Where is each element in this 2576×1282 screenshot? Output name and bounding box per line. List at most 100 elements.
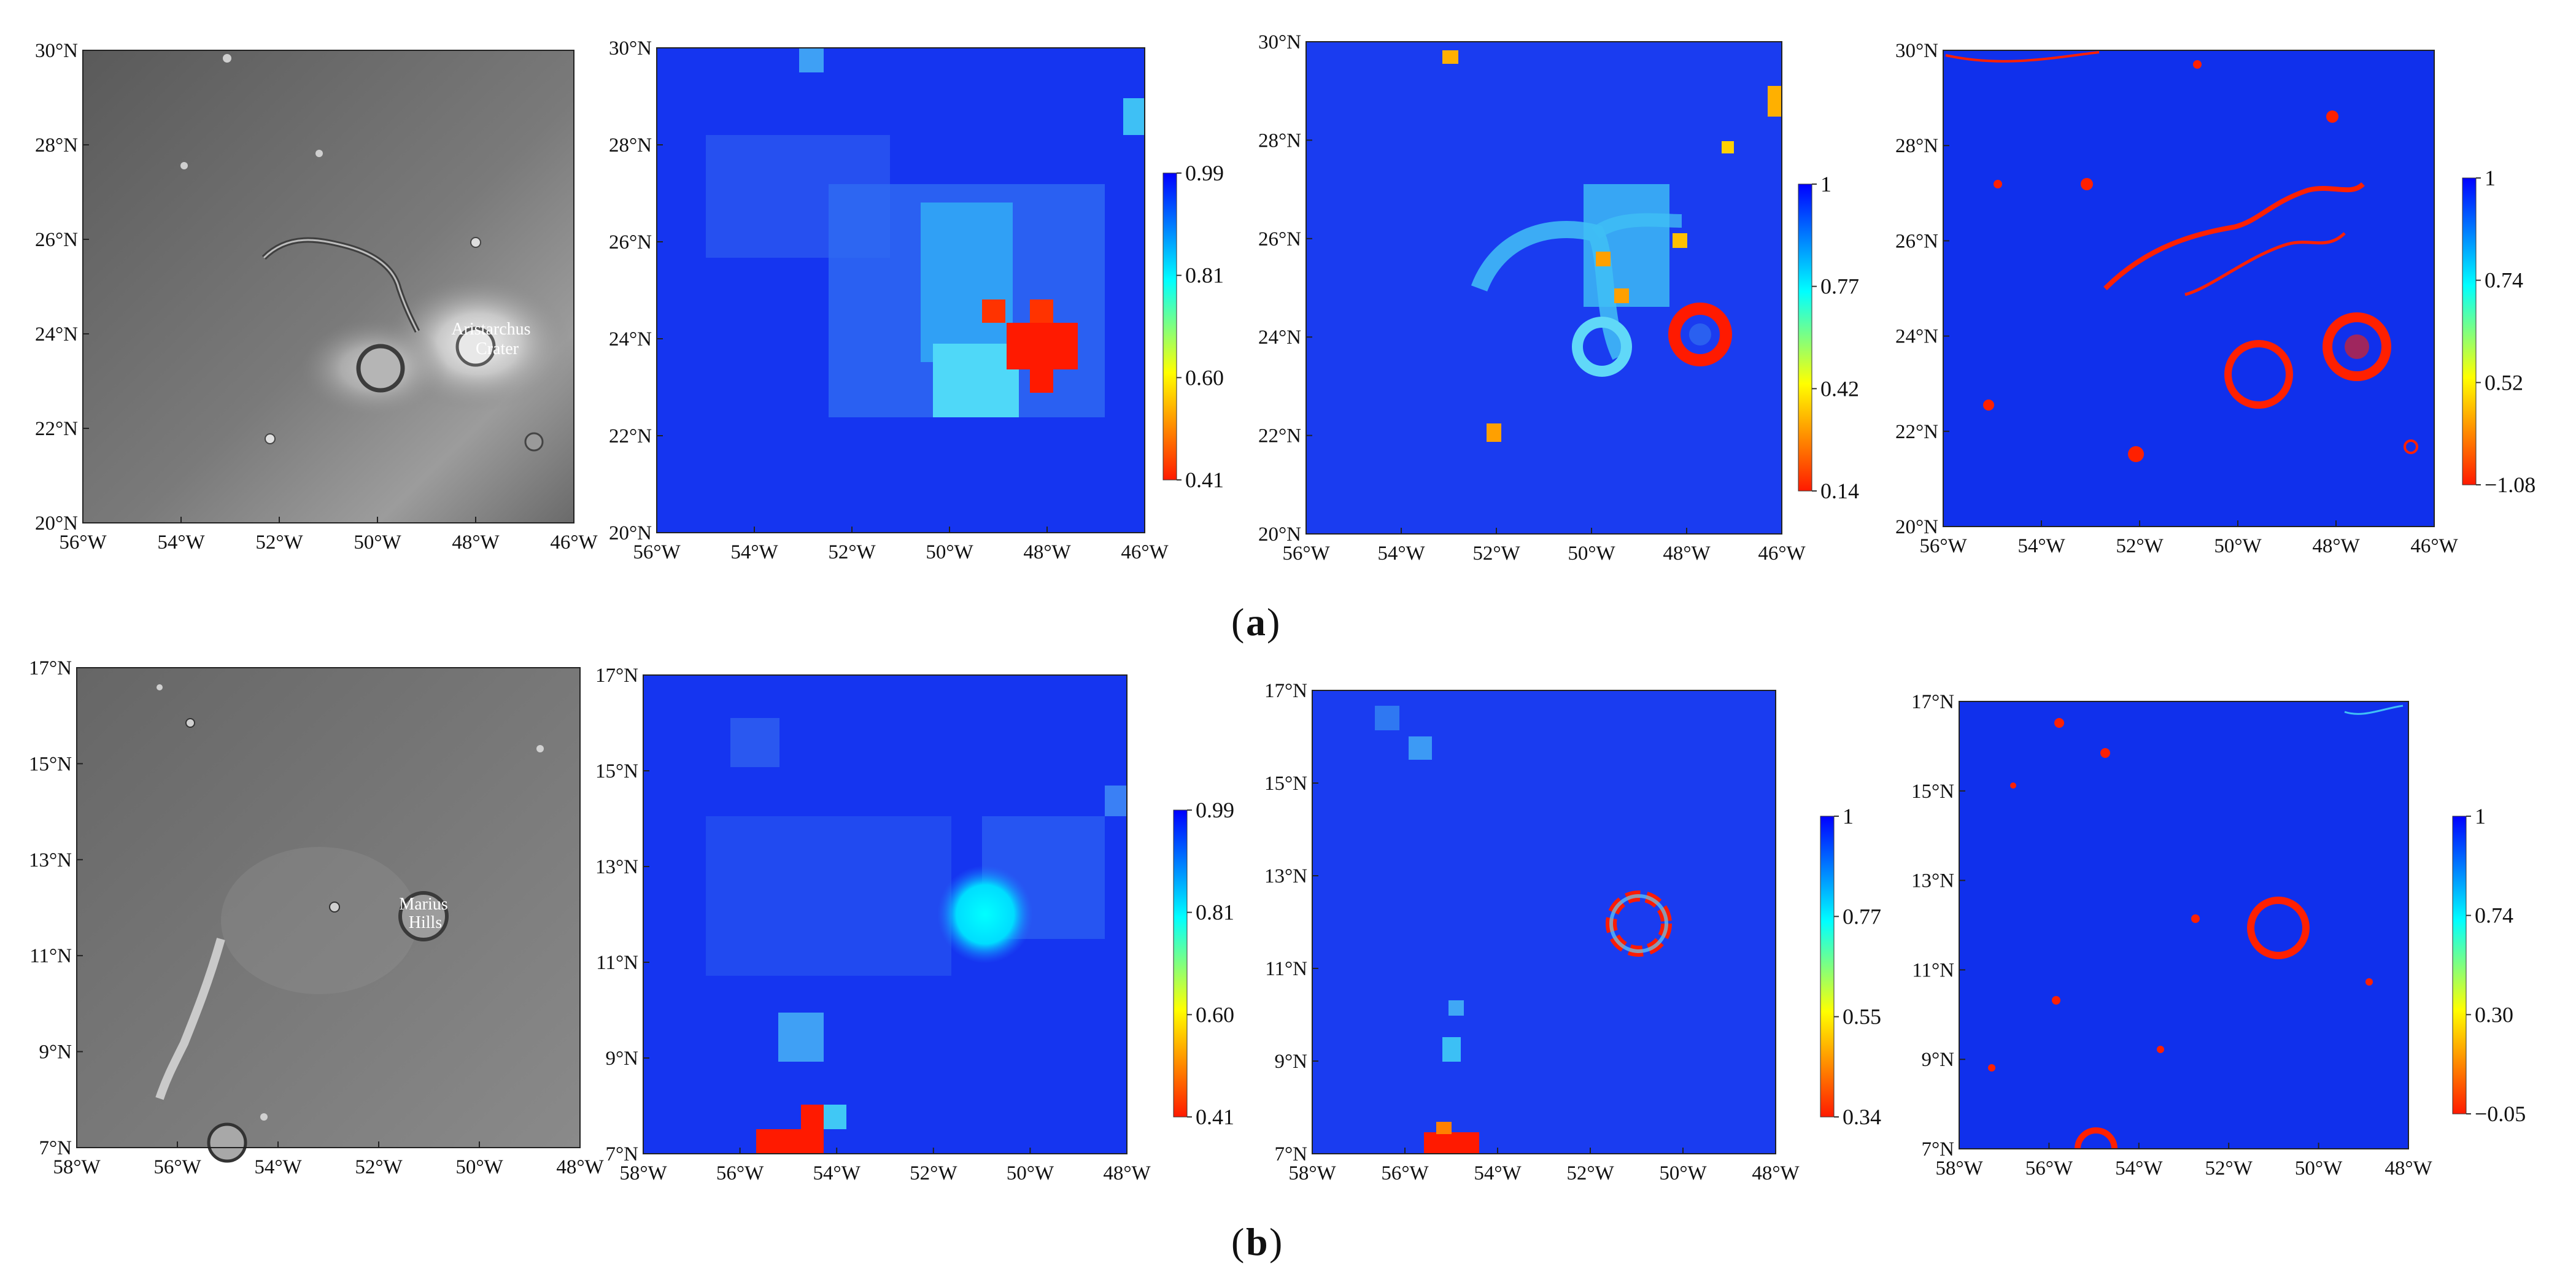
y-tick-label: 11°N <box>1912 959 1954 981</box>
x-tick-label: 50°W <box>354 531 401 554</box>
y-tick-label: 20°N <box>1895 516 1938 538</box>
x-tick-label: 52°W <box>2116 535 2164 557</box>
y-tick-labels: 7°N 9°N 11°N 13°N 15°N 17°N <box>1911 691 1965 1160</box>
map-background <box>1959 701 2408 1149</box>
x-tick-label: 50°W <box>1659 1162 1707 1184</box>
crater-bottom <box>207 1122 247 1163</box>
x-tick-label: 54°W <box>157 531 205 554</box>
red-crater-7 <box>2365 978 2373 986</box>
x-tick-label: 56°W <box>153 1156 201 1178</box>
colorbar-label: 0.30 <box>2475 1002 2513 1027</box>
y-tick-label: 30°N <box>1258 31 1301 53</box>
colorbar-gradient <box>1173 809 1188 1118</box>
x-tick-label: 56°W <box>1919 535 1967 557</box>
x-tick-label: 58°W <box>619 1162 667 1184</box>
cyan-trace <box>2344 705 2404 715</box>
cyan-zone <box>1584 184 1669 307</box>
map-cell-top <box>799 48 824 72</box>
x-tick-label: 48°W <box>452 531 500 554</box>
red-crater-2 <box>1983 400 1994 411</box>
panel-b2-coarse-map: 58°W 56°W 54°W 52°W 50°W 48°W 7°N 9°N 11°N 13°N 1… <box>595 665 1234 1184</box>
warm-cell-5 <box>1768 86 1782 117</box>
x-tick-label: 46°W <box>2410 535 2458 557</box>
colorbar-a2: 0.99 0.81 0.60 0.41 <box>1162 161 1224 492</box>
y-tick-label: 11°N <box>1265 958 1307 980</box>
y-tick-label: 13°N <box>1264 865 1307 887</box>
rille-trace-2 <box>2184 232 2346 296</box>
y-tick-label: 20°N <box>609 522 652 544</box>
x-tick-label: 56°W <box>59 531 107 554</box>
y-tick-label: 24°N <box>1895 326 1938 348</box>
panel-frame <box>1943 50 2435 527</box>
colorbar-gradient <box>1162 172 1177 481</box>
x-tick-label: 54°W <box>2115 1157 2163 1180</box>
colorbar-b4: 1 0.74 0.30 −0.05 <box>2452 804 2526 1126</box>
marius-ring <box>2247 897 2310 959</box>
y-tick-label: 28°N <box>1895 135 1938 157</box>
colorbar-label: 0.77 <box>1843 904 1881 929</box>
colorbar-label: 0.42 <box>1820 376 1859 401</box>
warm-cell-2 <box>1614 288 1629 303</box>
map-patch-2 <box>706 816 951 976</box>
map-patch-3 <box>921 203 1013 362</box>
warm-cell-bottom <box>1436 1122 1452 1134</box>
colorbar-label: 0.81 <box>1196 900 1234 925</box>
caption-close: ) <box>1269 1220 1282 1264</box>
panel-b3-medium-map: 58°W 56°W 54°W 52°W 50°W 48°W 7°N 9°N 11°N 13°N 1… <box>1264 680 1881 1184</box>
x-tick-label: 50°W <box>2295 1157 2343 1180</box>
caption-letter: a <box>1246 600 1266 644</box>
panel-frame <box>82 50 574 523</box>
ring-center <box>1689 323 1711 346</box>
x-tick-label: 52°W <box>828 541 876 563</box>
map-cell-2 <box>1409 736 1432 760</box>
x-tick-label: 48°W <box>2312 535 2360 557</box>
panel-a2-coarse-map: 56°W 54°W 52°W 50°W 48°W 46°W 20°N 22°N 24°N 26°… <box>609 37 1224 563</box>
rille-trace <box>2103 182 2365 290</box>
y-tick-label: 20°N <box>35 512 78 535</box>
colorbar-label: 1 <box>2485 166 2496 190</box>
colorbar-gradient <box>1798 183 1812 492</box>
x-tick-label: 56°W <box>2025 1157 2073 1180</box>
aristarchus-hot-ring <box>1668 303 1732 366</box>
cyan-cell-edge <box>824 1105 846 1129</box>
crater-small-5 <box>315 150 323 157</box>
marius-cyan-spot <box>937 865 1033 963</box>
y-tick-label: 7°N <box>605 1143 638 1165</box>
x-tick-labels: 58°W 56°W 54°W 52°W 50°W 48°W <box>1935 1143 2433 1180</box>
crater-herodotus <box>356 344 405 393</box>
x-tick-label: 52°W <box>910 1162 957 1184</box>
crater-small-2 <box>265 433 276 444</box>
x-tick-label: 46°W <box>1121 541 1169 563</box>
map-cell-right <box>1123 98 1145 135</box>
x-tick-labels: 56°W 54°W 52°W 50°W 48°W 46°W <box>1919 520 2459 557</box>
y-tick-label: 22°N <box>35 418 78 440</box>
y-tick-label: 26°N <box>609 231 652 253</box>
y-tick-label: 13°N <box>595 856 638 878</box>
y-tick-label: 7°N <box>1274 1143 1307 1165</box>
colorbar-label: 0.99 <box>1196 798 1234 822</box>
y-tick-labels: 20°N 22°N 24°N 26°N 28°N 30°N <box>35 40 89 535</box>
map-cell-1 <box>1375 706 1399 730</box>
x-tick-label: 48°W <box>1752 1162 1800 1184</box>
hot-cell-1 <box>982 299 1005 323</box>
colorbar-gradient <box>2452 816 2467 1114</box>
y-tick-labels: 20°N 22°N 24°N 26°N 28°N 30°N <box>1895 40 1949 538</box>
annotation-line-2: Crater <box>476 339 519 358</box>
crater-marius <box>398 891 449 941</box>
x-tick-label: 48°W <box>1023 541 1071 563</box>
x-tick-label: 58°W <box>53 1156 101 1178</box>
hot-cell-bottom <box>1424 1132 1479 1154</box>
colorbar-label: 1 <box>2475 804 2486 828</box>
y-tick-label: 22°N <box>609 425 652 447</box>
colorbar-label: 0.41 <box>1185 468 1224 492</box>
y-tick-label: 17°N <box>29 657 72 679</box>
x-tick-label: 52°W <box>2205 1157 2253 1180</box>
aristarchus-core <box>2345 334 2369 359</box>
red-crater-7 <box>1994 180 2002 188</box>
x-tick-label: 52°W <box>255 531 303 554</box>
x-tick-label: 50°W <box>2214 535 2262 557</box>
map-background <box>1312 690 1776 1154</box>
hot-cell-block <box>756 1129 824 1154</box>
lunar-image-b <box>77 668 580 1148</box>
panel-a1-lunar-image: Aristarchus Crater 56°W 54°W 52°W 50°W 48°W 4… <box>35 40 598 554</box>
